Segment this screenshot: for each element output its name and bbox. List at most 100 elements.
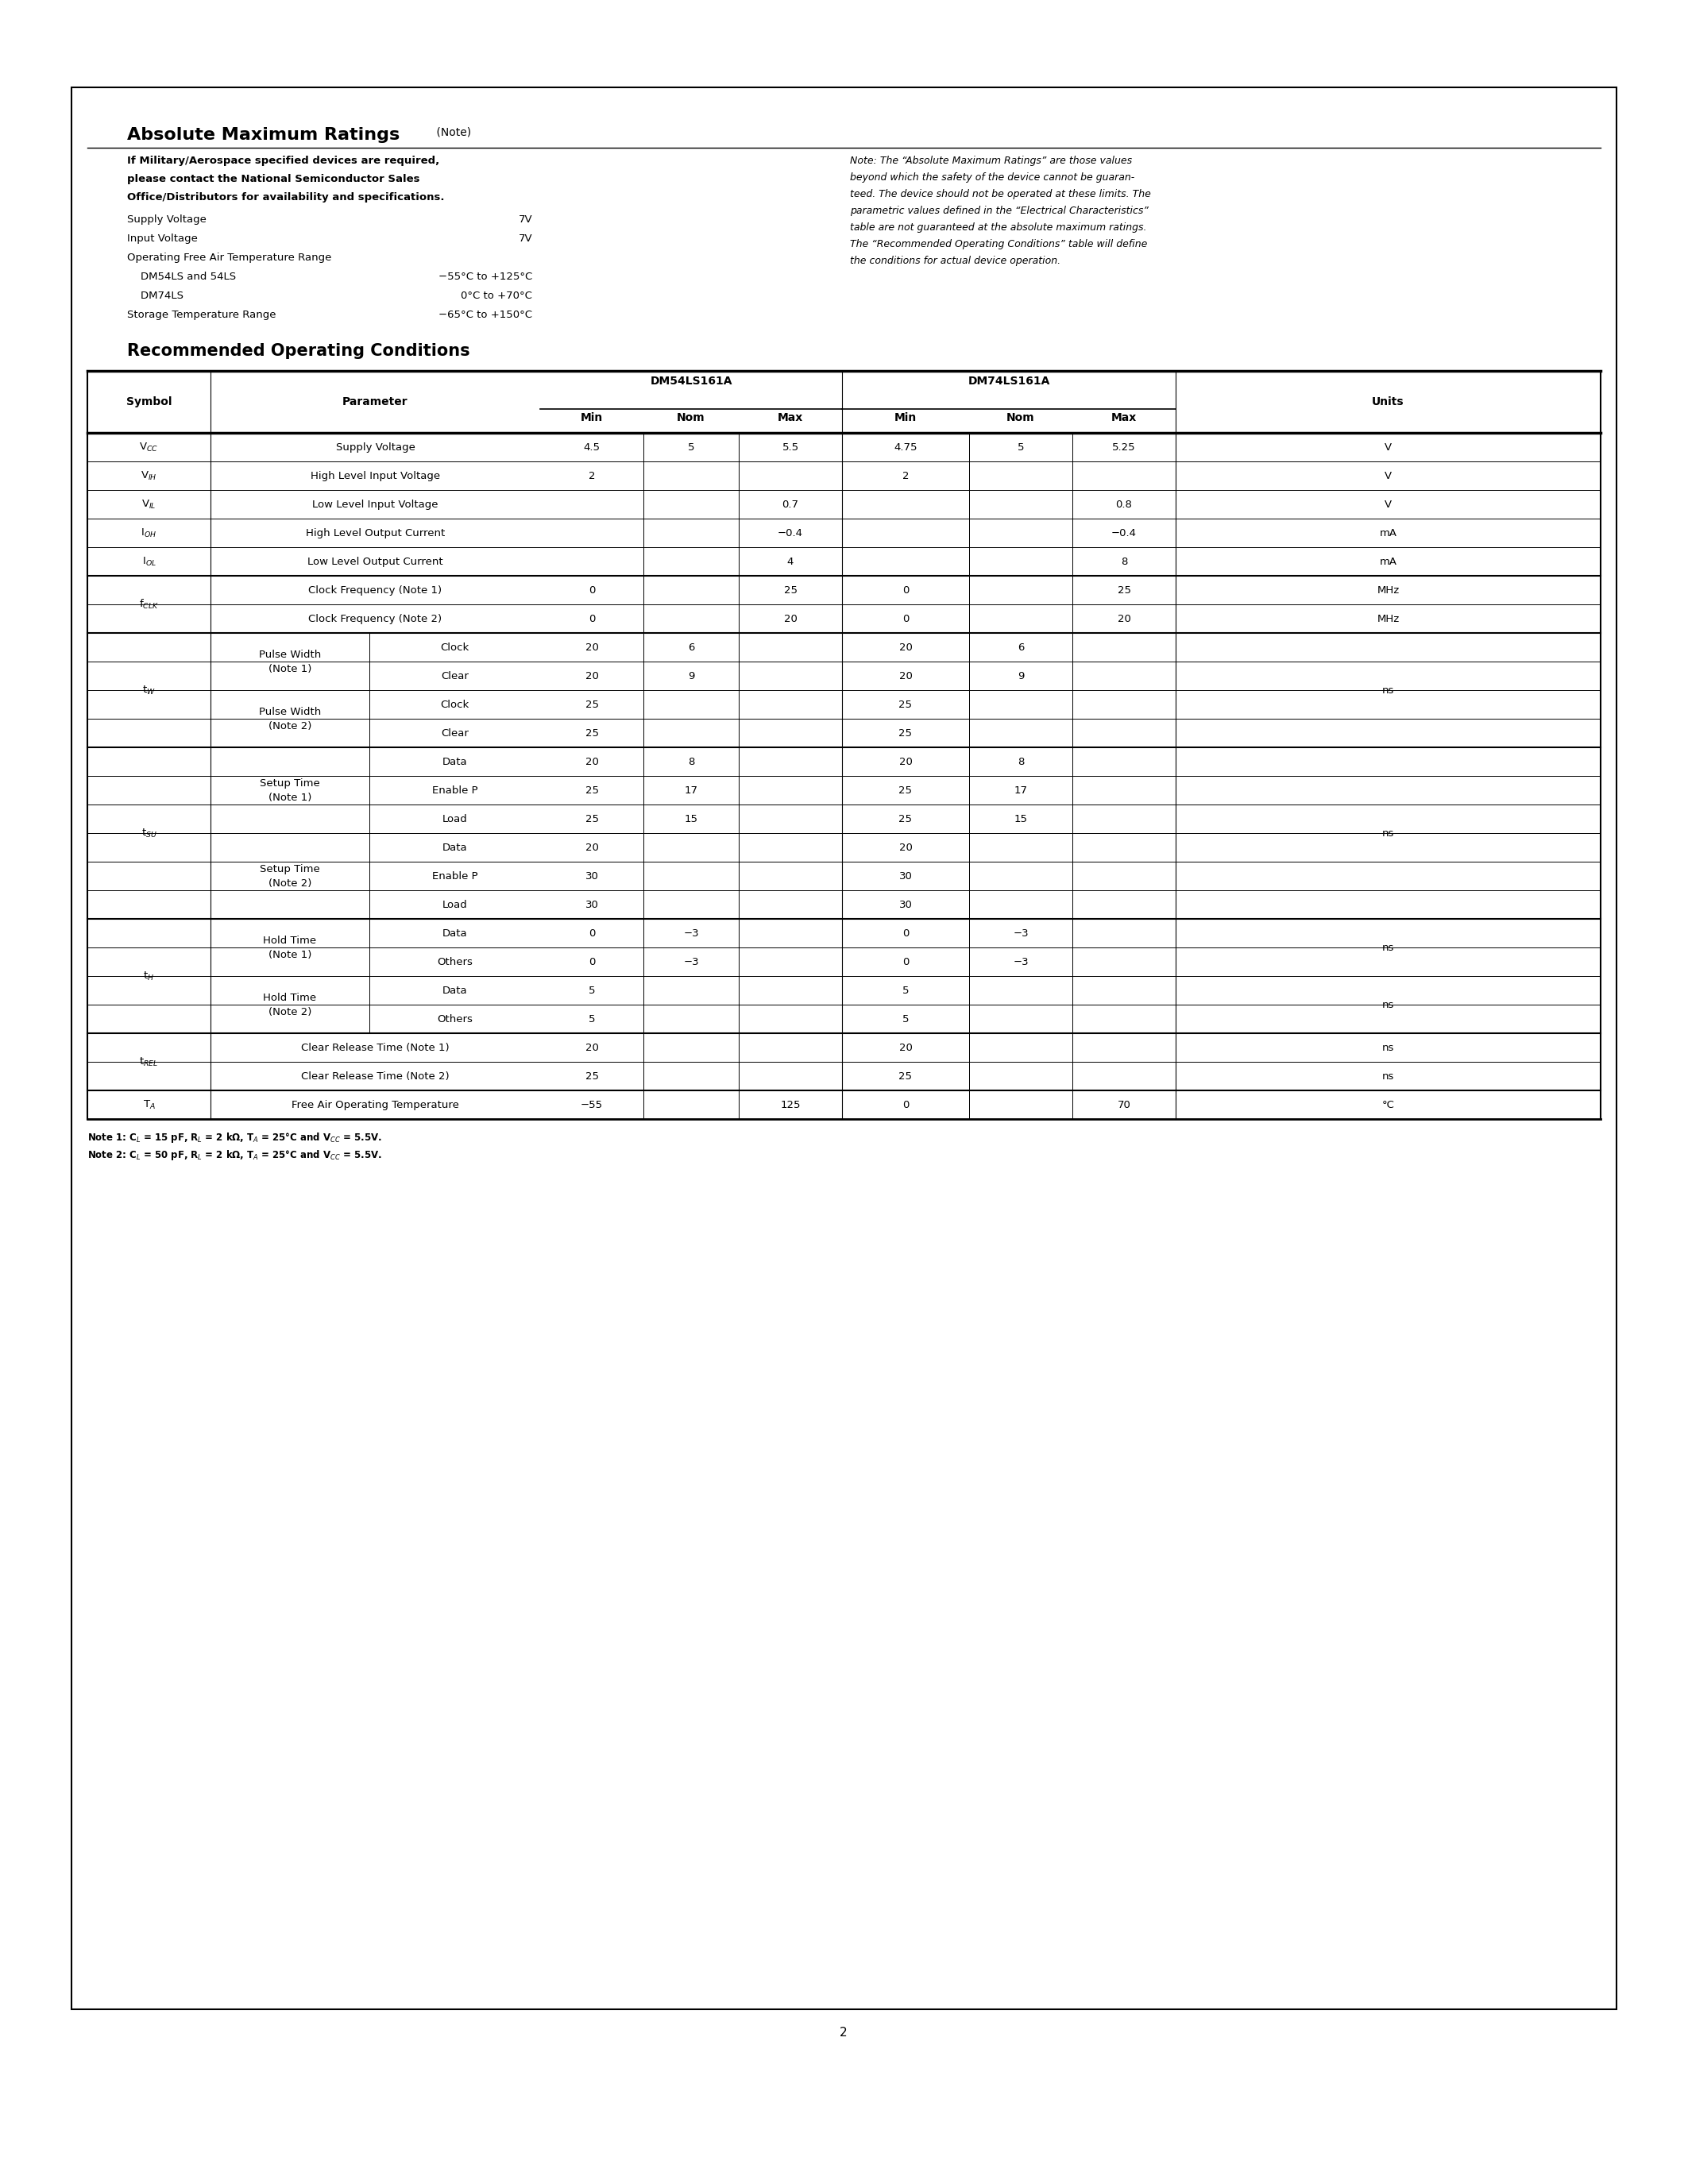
Text: 15: 15 — [1014, 815, 1028, 823]
Text: Others: Others — [437, 1013, 473, 1024]
Text: The “Recommended Operating Conditions” table will define: The “Recommended Operating Conditions” t… — [851, 238, 1148, 249]
Text: ns: ns — [1382, 1042, 1394, 1053]
Text: −3: −3 — [684, 928, 699, 939]
Text: t$_{W}$: t$_{W}$ — [142, 684, 155, 697]
Text: DM74LS: DM74LS — [127, 290, 184, 301]
Text: Units: Units — [1372, 395, 1404, 408]
Text: −0.4: −0.4 — [1111, 529, 1136, 537]
Text: Storage Temperature Range: Storage Temperature Range — [127, 310, 277, 321]
Text: (Note 1): (Note 1) — [268, 950, 312, 959]
Text: 9: 9 — [1018, 670, 1025, 681]
Text: Clock: Clock — [441, 642, 469, 653]
Text: Free Air Operating Temperature: Free Air Operating Temperature — [292, 1099, 459, 1109]
Text: High Level Input Voltage: High Level Input Voltage — [311, 470, 441, 480]
Text: 20: 20 — [586, 670, 599, 681]
Text: (Note 2): (Note 2) — [268, 878, 312, 889]
Text: If Military/Aerospace specified devices are required,: If Military/Aerospace specified devices … — [127, 155, 439, 166]
Text: Max: Max — [1111, 413, 1136, 424]
Text: 0: 0 — [589, 614, 596, 625]
Text: 0: 0 — [589, 957, 596, 968]
Text: ns: ns — [1382, 686, 1394, 695]
Text: MHz: MHz — [1377, 585, 1399, 596]
Text: 20: 20 — [783, 614, 797, 625]
Text: 8: 8 — [1121, 557, 1128, 566]
Text: V$_{IL}$: V$_{IL}$ — [142, 498, 157, 511]
Text: 25: 25 — [898, 727, 912, 738]
Text: the conditions for actual device operation.: the conditions for actual device operati… — [851, 256, 1060, 266]
Text: 8: 8 — [687, 756, 694, 767]
Text: 9: 9 — [687, 670, 694, 681]
Text: MHz: MHz — [1377, 614, 1399, 625]
Text: Setup Time: Setup Time — [260, 778, 321, 788]
Text: Note 1: C$_L$ = 15 pF, R$_L$ = 2 kΩ, T$_A$ = 25°C and V$_{CC}$ = 5.5V.: Note 1: C$_L$ = 15 pF, R$_L$ = 2 kΩ, T$_… — [88, 1131, 381, 1144]
Text: 0: 0 — [901, 1099, 908, 1109]
Text: Supply Voltage: Supply Voltage — [127, 214, 206, 225]
Text: 6: 6 — [687, 642, 694, 653]
Text: 70: 70 — [1117, 1099, 1131, 1109]
Text: DM74LS161A: DM74LS161A — [967, 376, 1050, 387]
Text: Pulse Width: Pulse Width — [258, 649, 321, 660]
Text: 30: 30 — [586, 871, 599, 880]
Text: −55°C to +125°C: −55°C to +125°C — [439, 271, 532, 282]
Text: Setup Time: Setup Time — [260, 863, 321, 874]
Text: Nom: Nom — [1006, 413, 1035, 424]
Text: Enable P: Enable P — [432, 871, 478, 880]
Text: Supply Voltage: Supply Voltage — [336, 441, 415, 452]
Text: 5: 5 — [589, 985, 596, 996]
Text: (Note): (Note) — [432, 127, 471, 138]
Text: 17: 17 — [1014, 784, 1028, 795]
Text: −3: −3 — [1013, 928, 1028, 939]
Text: Max: Max — [778, 413, 803, 424]
Text: 0: 0 — [589, 928, 596, 939]
Text: t$_{SU}$: t$_{SU}$ — [142, 828, 157, 839]
Text: T$_{A}$: T$_{A}$ — [142, 1099, 155, 1112]
Text: 20: 20 — [586, 756, 599, 767]
Text: beyond which the safety of the device cannot be guaran-: beyond which the safety of the device ca… — [851, 173, 1134, 183]
Text: Pulse Width: Pulse Width — [258, 705, 321, 716]
Text: 2: 2 — [901, 470, 908, 480]
Text: Data: Data — [442, 985, 468, 996]
Text: Clear: Clear — [441, 727, 469, 738]
Text: 20: 20 — [586, 642, 599, 653]
Text: mA: mA — [1379, 529, 1398, 537]
Text: 2: 2 — [841, 2027, 847, 2040]
Text: 6: 6 — [1018, 642, 1025, 653]
Text: Parameter: Parameter — [343, 395, 408, 408]
Text: 5: 5 — [901, 985, 908, 996]
Text: 25: 25 — [898, 1070, 912, 1081]
Text: ns: ns — [1382, 828, 1394, 839]
Text: please contact the National Semiconductor Sales: please contact the National Semiconducto… — [127, 175, 420, 183]
Text: 7V: 7V — [518, 234, 532, 245]
Text: 20: 20 — [898, 756, 912, 767]
Text: Data: Data — [442, 928, 468, 939]
Text: 5: 5 — [687, 441, 694, 452]
Text: ns: ns — [1382, 1070, 1394, 1081]
Text: 25: 25 — [586, 699, 599, 710]
Text: (Note 2): (Note 2) — [268, 1007, 312, 1018]
Text: 25: 25 — [898, 784, 912, 795]
Text: t$_{REL}$: t$_{REL}$ — [140, 1055, 159, 1068]
Text: V: V — [1384, 500, 1391, 509]
Text: 5: 5 — [589, 1013, 596, 1024]
Text: Clock Frequency (Note 2): Clock Frequency (Note 2) — [309, 614, 442, 625]
Text: 0.7: 0.7 — [782, 500, 798, 509]
Text: 5.5: 5.5 — [782, 441, 798, 452]
Text: Symbol: Symbol — [127, 395, 172, 408]
Text: Data: Data — [442, 756, 468, 767]
Text: Office/Distributors for availability and specifications.: Office/Distributors for availability and… — [127, 192, 444, 203]
Text: I$_{OH}$: I$_{OH}$ — [142, 526, 157, 539]
Text: 25: 25 — [586, 815, 599, 823]
Text: 8: 8 — [1018, 756, 1025, 767]
Text: 7V: 7V — [518, 214, 532, 225]
Text: 25: 25 — [898, 699, 912, 710]
Text: (Note 2): (Note 2) — [268, 721, 312, 732]
Text: V: V — [1384, 441, 1391, 452]
Text: 0.8: 0.8 — [1116, 500, 1133, 509]
Text: 25: 25 — [783, 585, 797, 596]
Text: 5: 5 — [1018, 441, 1025, 452]
Text: 0: 0 — [901, 614, 908, 625]
Text: 0: 0 — [589, 585, 596, 596]
Text: Note: The “Absolute Maximum Ratings” are those values: Note: The “Absolute Maximum Ratings” are… — [851, 155, 1133, 166]
Text: 0°C to +70°C: 0°C to +70°C — [461, 290, 532, 301]
Text: 20: 20 — [898, 843, 912, 852]
